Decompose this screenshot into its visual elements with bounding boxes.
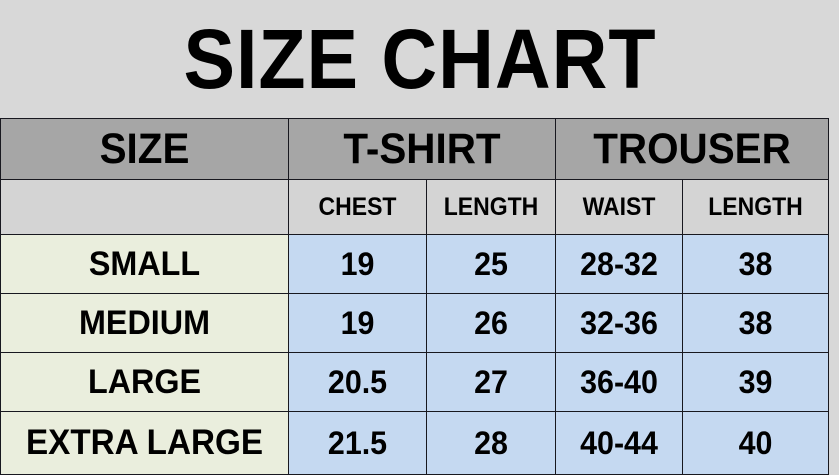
cell-large-tshirt-length-text: 27	[474, 364, 508, 400]
column-group-size-label: SIZE	[99, 125, 190, 173]
cell-small-tshirt-length-text: 25	[474, 246, 508, 282]
subheader-trouser-length-label: LENGTH	[708, 193, 803, 221]
subheader-tshirt-length-label: LENGTH	[443, 193, 539, 221]
cell-size-medium-text: MEDIUM	[78, 304, 210, 342]
cell-large-trouser-waist-text: 36-40	[580, 364, 658, 400]
table-row: SMALL 19 25 28-32 38	[0, 234, 830, 294]
cell-small-trouser-length-text: 38	[738, 246, 773, 282]
cell-extra-large-trouser-length-text: 40	[738, 425, 773, 461]
column-group-size: SIZE	[0, 118, 289, 180]
subheader-trouser-length: LENGTH	[681, 179, 830, 235]
cell-extra-large-trouser-length: 40	[681, 411, 830, 475]
subheader-tshirt-chest: CHEST	[288, 179, 427, 235]
cell-size-medium: MEDIUM	[0, 293, 289, 353]
cell-extra-large-trouser-waist: 40-44	[555, 411, 683, 475]
table-row: MEDIUM 19 26 32-36 38	[0, 293, 830, 353]
column-group-trouser-label: TROUSER	[593, 125, 791, 173]
cell-medium-trouser-waist-text: 32-36	[580, 305, 658, 341]
cell-large-trouser-length-text: 39	[738, 364, 773, 400]
cell-medium-trouser-length: 38	[681, 293, 830, 353]
cell-small-tshirt-length: 25	[426, 234, 556, 294]
page-title: SIZE CHART	[183, 12, 656, 106]
cell-size-extra-large-text: EXTRA LARGE	[25, 423, 264, 462]
cell-large-tshirt-chest: 20.5	[288, 352, 427, 412]
cell-large-tshirt-length: 27	[426, 352, 556, 412]
cell-large-trouser-waist: 36-40	[555, 352, 683, 412]
cell-size-small-text: SMALL	[88, 245, 201, 283]
table-subheader-row: CHEST LENGTH WAIST LENGTH	[0, 179, 830, 235]
column-group-trouser: TROUSER	[554, 118, 830, 180]
cell-large-trouser-length: 39	[681, 352, 830, 412]
size-chart-table: SIZE T-SHIRT TROUSER CHEST LENGTH WA	[0, 118, 830, 475]
table-body: SMALL 19 25 28-32 38 MEDIUM	[0, 234, 830, 475]
cell-extra-large-tshirt-chest-text: 21.5	[327, 425, 388, 461]
cell-size-large: LARGE	[0, 352, 289, 412]
cell-medium-trouser-length-text: 38	[738, 305, 773, 341]
cell-small-trouser-waist-text: 28-32	[580, 246, 658, 282]
subheader-trouser-waist-label: WAIST	[582, 193, 656, 221]
cell-extra-large-trouser-waist-text: 40-44	[580, 425, 658, 461]
table-header-group-row: SIZE T-SHIRT TROUSER	[0, 118, 830, 180]
column-group-tshirt: T-SHIRT	[288, 118, 556, 180]
cell-large-tshirt-chest-text: 20.5	[327, 364, 388, 400]
cell-extra-large-tshirt-length-text: 28	[474, 425, 508, 461]
table-row: EXTRA LARGE 21.5 28 40-44 40	[0, 411, 830, 475]
cell-medium-tshirt-length: 26	[426, 293, 556, 353]
column-group-tshirt-label: T-SHIRT	[343, 125, 501, 173]
cell-small-tshirt-chest-text: 19	[340, 246, 375, 282]
cell-size-large-text: LARGE	[87, 363, 202, 401]
cell-medium-tshirt-chest-text: 19	[340, 305, 375, 341]
table-head: SIZE T-SHIRT TROUSER CHEST LENGTH WA	[0, 118, 830, 235]
cell-medium-trouser-waist: 32-36	[555, 293, 683, 353]
cell-small-trouser-length: 38	[681, 234, 830, 294]
subheader-tshirt-chest-label: CHEST	[318, 193, 397, 221]
subheader-tshirt-length: LENGTH	[426, 179, 556, 235]
cell-size-extra-large: EXTRA LARGE	[0, 411, 289, 475]
cell-small-trouser-waist: 28-32	[555, 234, 683, 294]
cell-medium-tshirt-chest: 19	[288, 293, 427, 353]
table-row: LARGE 20.5 27 36-40 39	[0, 352, 830, 412]
title-band: SIZE CHART	[0, 0, 839, 118]
cell-medium-tshirt-length-text: 26	[474, 305, 508, 341]
cell-extra-large-tshirt-length: 28	[426, 411, 556, 475]
subheader-blank	[0, 179, 289, 235]
cell-extra-large-tshirt-chest: 21.5	[288, 411, 427, 475]
cell-small-tshirt-chest: 19	[288, 234, 427, 294]
cell-size-small: SMALL	[0, 234, 289, 294]
subheader-trouser-waist: WAIST	[555, 179, 683, 235]
